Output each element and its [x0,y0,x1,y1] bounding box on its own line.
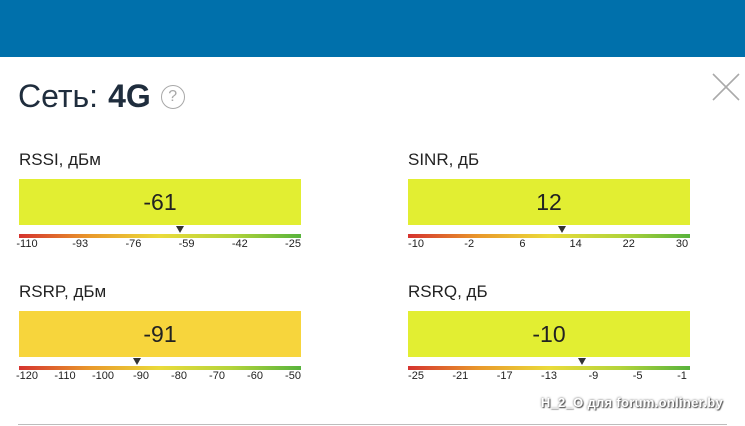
scale-tick-label: -80 [171,370,187,382]
scale-tick-label: 14 [569,238,582,250]
scale-tick-label: -17 [496,370,513,382]
help-icon[interactable]: ? [160,85,185,109]
meter-value: -10 [532,320,566,347]
metric-rsrp: RSRP, дБм -91 -120 -110 -100 -90 -80 -70 -60 -5… [15,282,301,384]
scale-bar [19,366,301,370]
scale-tick-label: -10 [408,238,424,250]
scale-tick-label: -1 [677,370,687,382]
watermark: H_2_O для forum.onliner.by [540,395,723,410]
scale-tick-label: 6 [519,238,526,250]
meter-value: -61 [143,188,177,215]
scale-tick-label: -25 [408,370,424,382]
scale-tick-label: 22 [622,238,635,250]
scale-labels: -120 -110 -100 -90 -80 -70 -60 -50 [15,370,301,384]
scale-tick-label: -13 [541,370,557,382]
title-label: Сеть: [18,77,99,114]
scale-tick-label: -25 [285,238,301,250]
scale-tick-label: -2 [464,238,475,250]
meter-value: -91 [143,320,177,347]
scale-tick-label: -9 [588,370,599,382]
meter-value-box: 12 [408,179,690,233]
scale-tick-label: -120 [15,370,39,382]
scale-tick-label: -93 [72,238,89,250]
scale-tick-label: 30 [675,238,689,250]
scale-tick-label: -110 [16,238,38,250]
metric-label: RSRP, дБм [19,282,107,301]
level-marker-icon [176,226,185,233]
metric-sinr: SINR, дБ 12 -10 -2 6 14 22 30 [408,150,690,252]
metric-rsrq: RSRQ, дБ -10 -25 -21 -17 -13 -9 -5 -1 [408,282,690,384]
meter-value: 12 [536,188,562,215]
scale-tick-label: -60 [247,370,263,382]
scale-tick-label: -42 [231,238,248,250]
network-type-value: 4G [108,77,151,114]
scale-tick-label: -110 [54,370,76,382]
metric-label: RSSI, дБм [19,150,101,169]
scale-tick-label: -50 [285,370,301,382]
scale-tick-label: -5 [632,370,643,382]
scale-tick-label: -76 [125,238,142,250]
metric-rssi: RSSI, дБм -61 -110 -93 -76 -59 -42 -25 [16,150,301,252]
level-marker-icon [133,358,142,365]
scale-tick-label: -100 [91,370,115,382]
scale-tick-label: -70 [209,370,225,382]
scale-tick-label: -59 [178,238,195,250]
close-icon[interactable] [711,72,741,102]
scale-labels: -25 -21 -17 -13 -9 -5 -1 [408,370,690,384]
metric-label: SINR, дБ [408,150,480,169]
meter-value-box: -91 [19,311,301,365]
level-marker-icon [578,358,587,365]
scale-labels: -110 -93 -76 -59 -42 -25 [16,238,301,252]
page-title: Сеть: 4G ? [18,76,185,116]
meter-value-box: -61 [19,179,301,233]
scale-bar [408,366,690,370]
scale-tick-label: -90 [133,370,149,382]
top-bar [0,0,745,57]
meter-value-box: -10 [408,311,690,365]
scale-tick-label: -21 [452,370,469,382]
scale-bar [19,234,301,238]
level-marker-icon [558,226,567,233]
divider [18,424,727,425]
scale-labels: -10 -2 6 14 22 30 [408,238,690,252]
metric-label: RSRQ, дБ [408,282,488,301]
scale-bar [408,234,690,238]
